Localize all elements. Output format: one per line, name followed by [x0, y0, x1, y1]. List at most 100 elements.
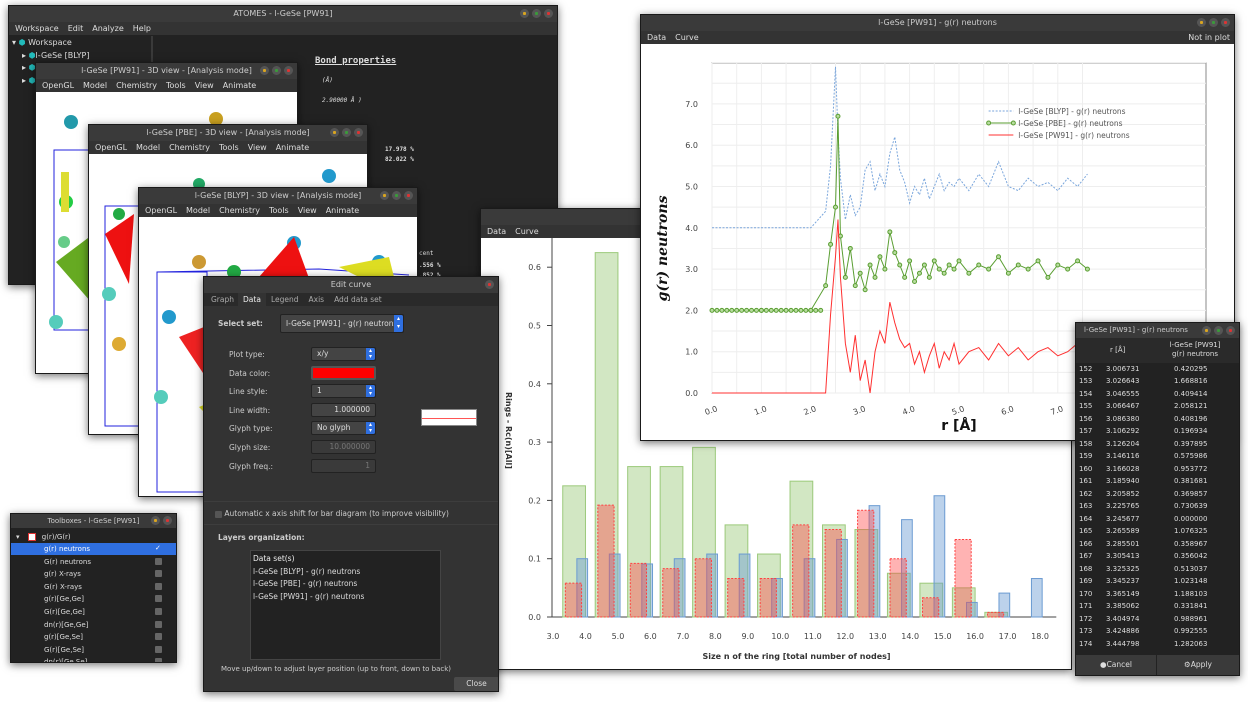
line-width-input[interactable]: 1.000000 [311, 402, 376, 417]
menu-animate[interactable]: Animate [325, 206, 360, 215]
auto-shift-checkbox[interactable]: Automatic x axis shift for bar diagram (… [215, 509, 449, 518]
title-bar[interactable]: l-GeSe [PW91] - g(r) neutrons [1076, 323, 1239, 338]
table-row[interactable]: 162 3.205852 0.369857 [1079, 489, 1208, 498]
checkbox[interactable] [155, 608, 162, 615]
table-row[interactable]: 152 3.006731 0.420295 [1079, 364, 1208, 373]
toolbox-item[interactable]: g(r)[Ge,Se] [11, 631, 176, 643]
line-style-combo[interactable]: 1 ▴ ▾ [311, 384, 376, 399]
toolbox-item[interactable]: G(r)[Ge,Ge] [11, 606, 176, 618]
tab-legend[interactable]: Legend [270, 295, 299, 304]
table-row[interactable]: 166 3.285501 0.358967 [1079, 539, 1208, 548]
toolbox-item[interactable]: g(r) neutrons ✓ [11, 543, 176, 555]
toolbox-item[interactable]: g(r) X-rays [11, 568, 176, 580]
layer-item[interactable]: l-GeSe [PBE] - g(r) neutrons [253, 579, 358, 588]
table-row[interactable]: 155 3.066467 2.058121 [1079, 402, 1208, 410]
close-icon[interactable] [163, 516, 172, 525]
tab-graph[interactable]: Graph [211, 295, 235, 304]
column-header-value[interactable]: l-GeSe [PW91] g(r) neutrons [1169, 341, 1221, 358]
maximize-icon[interactable] [1214, 326, 1223, 335]
menu-animate[interactable]: Animate [275, 143, 310, 152]
menu-workspace[interactable]: Workspace [15, 24, 59, 33]
toolbox-item[interactable]: G(r) X-rays [11, 581, 176, 593]
menu-chemistry[interactable]: Chemistry [169, 143, 210, 152]
glyph-type-combo[interactable]: No glyph ▴ ▾ [311, 421, 376, 436]
menu-help[interactable]: Help [132, 24, 152, 33]
menu-opengl[interactable]: OpenGL [95, 143, 128, 152]
menu-curve[interactable]: Curve [675, 33, 699, 42]
checkbox[interactable] [155, 658, 162, 662]
table-row[interactable]: 154 3.046555 0.409414 [1079, 389, 1208, 398]
table-row[interactable]: 173 3.424886 0.992555 [1079, 627, 1208, 635]
checkbox[interactable] [155, 557, 162, 565]
table-row[interactable]: 161 3.185940 0.381681 [1079, 477, 1208, 485]
title-bar[interactable]: l-GeSe [PW91] - g(r) neutrons [641, 15, 1234, 31]
title-bar[interactable]: l-GeSe [BLYP] - 3D view - [Analysis mode… [139, 188, 417, 204]
minimize-icon[interactable] [1202, 326, 1211, 335]
toolbox-group[interactable]: ▾ g(r)/G(r) [16, 533, 71, 541]
close-icon[interactable] [284, 66, 293, 75]
minimize-icon[interactable] [1197, 18, 1206, 27]
title-bar[interactable]: Edit curve [204, 277, 498, 293]
checkbox[interactable] [155, 620, 162, 628]
close-icon[interactable] [404, 191, 413, 200]
table-row[interactable]: 165 3.265589 1.076325 [1079, 527, 1208, 535]
layer-item[interactable]: l-GeSe [PW91] - g(r) neutrons [253, 591, 365, 601]
plot-type-combo[interactable]: x/y ▴ ▾ [311, 347, 376, 361]
table-row[interactable]: 156 3.086380 0.408196 [1079, 414, 1208, 423]
menu-opengl[interactable]: OpenGL [145, 206, 178, 215]
checkbox[interactable] [155, 570, 162, 578]
table-row[interactable]: 164 3.245677 0.000000 [1079, 514, 1208, 523]
layers-list[interactable]: Data set(s) l-GeSe [BLYP] - g(r) neutron… [250, 550, 441, 660]
menu-curve[interactable]: Curve [515, 227, 539, 236]
minimize-icon[interactable] [520, 9, 529, 18]
tree-item-workspace[interactable]: ▾ ⬢ Workspace [12, 38, 72, 47]
close-icon[interactable] [354, 128, 363, 137]
table-row[interactable]: 171 3.385062 0.331841 [1079, 602, 1208, 610]
title-bar[interactable]: l-GeSe [PBE] - 3D view - [Analysis mode] [89, 125, 367, 141]
menu-data[interactable]: Data [487, 227, 507, 236]
column-header-r[interactable]: r [Å] [1110, 346, 1126, 354]
minimize-icon[interactable] [260, 66, 269, 75]
table-row[interactable]: 168 3.325325 0.513037 [1079, 564, 1208, 573]
menu-chemistry[interactable]: Chemistry [116, 81, 157, 90]
menu-chemistry[interactable]: Chemistry [219, 206, 260, 215]
apply-button[interactable]: ⚙Apply [1157, 655, 1239, 675]
toolbox-item[interactable]: G(r)[Ge,Se] [11, 644, 176, 656]
table-row[interactable]: 174 3.444798 1.282063 [1079, 639, 1208, 648]
maximize-icon[interactable] [532, 9, 541, 18]
toolbox-item[interactable]: dn(r)[Ge,Ge] [11, 619, 176, 631]
title-bar[interactable]: ATOMES - l-GeSe [PW91] [9, 6, 557, 22]
minimize-icon[interactable] [330, 128, 339, 137]
table-row[interactable]: 163 3.225765 0.730639 [1079, 502, 1208, 510]
close-icon[interactable] [1226, 326, 1235, 335]
select-set-combo[interactable]: l-GeSe [PW91] - g(r) neutrons ▴ ▾ [280, 314, 404, 333]
menu-data[interactable]: Data [647, 33, 667, 42]
menu-analyze[interactable]: Analyze [92, 24, 124, 33]
table-row[interactable]: 153 3.026643 1.668816 [1079, 377, 1208, 385]
table-row[interactable]: 170 3.365149 1.188103 [1079, 589, 1208, 598]
tab-axis[interactable]: Axis [308, 295, 325, 304]
tab-add-data-set[interactable]: Add data set [334, 295, 382, 304]
data-color-button[interactable] [311, 365, 376, 380]
tree-item-blyp[interactable]: ▸ ⬢l-GeSe [BLYP] [22, 51, 90, 60]
menu-tools[interactable]: Tools [165, 81, 186, 90]
close-icon[interactable] [1221, 18, 1230, 27]
table-row[interactable]: 160 3.166028 0.953772 [1079, 464, 1208, 473]
tab-data[interactable]: Data [238, 293, 266, 306]
close-icon[interactable] [485, 280, 494, 289]
tree-item-project[interactable]: ▸ ⬢ [22, 76, 36, 85]
gr-chart[interactable]: 0.0 1.0 2.0 3.0 4.0 5.0 6.0 7.0 0.0 1.0 2.0 3.0 4.0 5… [641, 44, 1235, 441]
checkbox[interactable] [155, 595, 162, 603]
menu-model[interactable]: Model [186, 206, 211, 215]
menu-view[interactable]: View [194, 81, 214, 90]
menu-view[interactable]: View [297, 206, 317, 215]
table-row[interactable]: 172 3.404974 0.988961 [1079, 614, 1208, 623]
toolbox-item[interactable]: g(r)[Ge,Ge] [11, 593, 176, 605]
close-icon[interactable] [544, 9, 553, 18]
checkbox[interactable] [155, 633, 162, 641]
close-button[interactable]: Close [454, 677, 498, 691]
table-row[interactable]: 167 3.305413 0.356042 [1079, 552, 1208, 560]
menu-tools[interactable]: Tools [218, 143, 239, 152]
table-row[interactable]: 159 3.146116 0.575986 [1079, 452, 1208, 460]
